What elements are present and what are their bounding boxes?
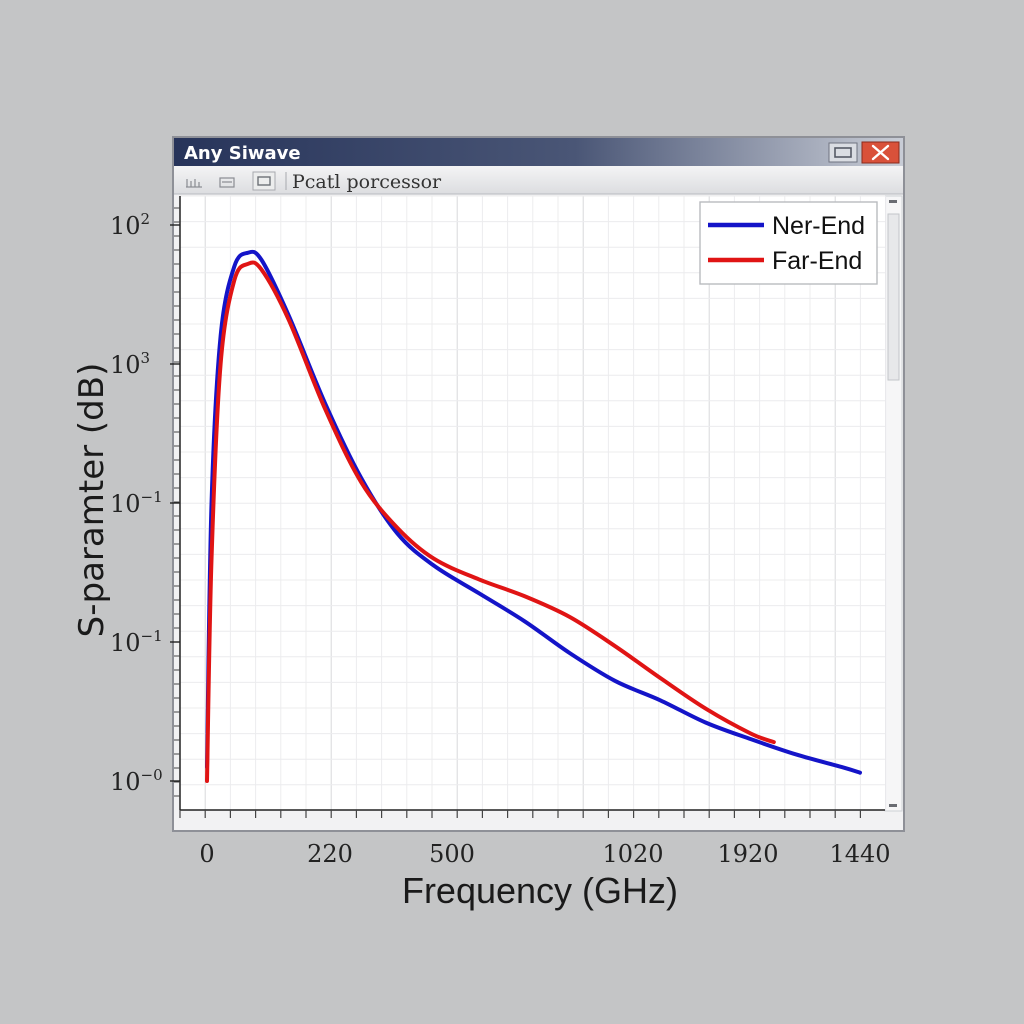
- x-tick-label: 1020: [602, 840, 663, 868]
- pan-tool-icon: [219, 177, 235, 188]
- scroll-down-icon[interactable]: [889, 804, 897, 807]
- display-tool-icon: [257, 176, 271, 186]
- y-axis-label: S-paramter (dB): [72, 363, 112, 638]
- far-end-line: [205, 260, 776, 783]
- x-axis-label: Frequency (GHz): [402, 870, 678, 911]
- y-tick-label: 10−1: [110, 488, 163, 518]
- axes: [174, 196, 885, 818]
- y-tick-label: 103: [110, 349, 150, 379]
- grid: [179, 195, 887, 811]
- window-title: Any Siwave: [184, 143, 301, 164]
- toolbar-label: Pcatl porcessor: [292, 171, 442, 193]
- scroll-up-icon[interactable]: [889, 200, 897, 203]
- pan-tool-button[interactable]: [219, 177, 235, 188]
- x-tick-label: 1440: [829, 840, 890, 868]
- legend: Ner-End Far-End: [699, 201, 878, 285]
- x-tick-label: 220: [307, 840, 353, 868]
- legend-label: Far-End: [772, 247, 862, 275]
- toolbar: [174, 166, 903, 194]
- legend-label: Ner-End: [772, 212, 865, 240]
- y-tick-label: 102: [110, 210, 150, 240]
- vertical-scrollbar[interactable]: [884, 195, 903, 812]
- x-tick-label: 1920: [717, 840, 778, 868]
- minimize-button[interactable]: [828, 142, 858, 163]
- y-tick-label: 10−0: [110, 766, 163, 796]
- legend-box: [699, 201, 878, 285]
- near-end-line: [205, 249, 862, 775]
- x-tick-label: 500: [429, 840, 475, 868]
- close-button[interactable]: [861, 141, 900, 164]
- window-titlebar[interactable]: [174, 138, 903, 166]
- minimize-icon: [834, 147, 852, 158]
- display-tool-button[interactable]: [252, 171, 276, 191]
- x-tick-label: 0: [199, 840, 214, 868]
- zoom-tool-button[interactable]: [186, 179, 202, 188]
- y-tick-label: 10−1: [110, 627, 163, 657]
- scrollbar-thumb[interactable]: [887, 213, 900, 381]
- series-layer: [205, 249, 862, 783]
- tick-labels: 0 220 500 1020 1920 1440 102 103 10−1 10−1 10−0: [110, 210, 891, 868]
- zoom-tool-icon: [186, 179, 202, 188]
- close-icon: [871, 144, 890, 161]
